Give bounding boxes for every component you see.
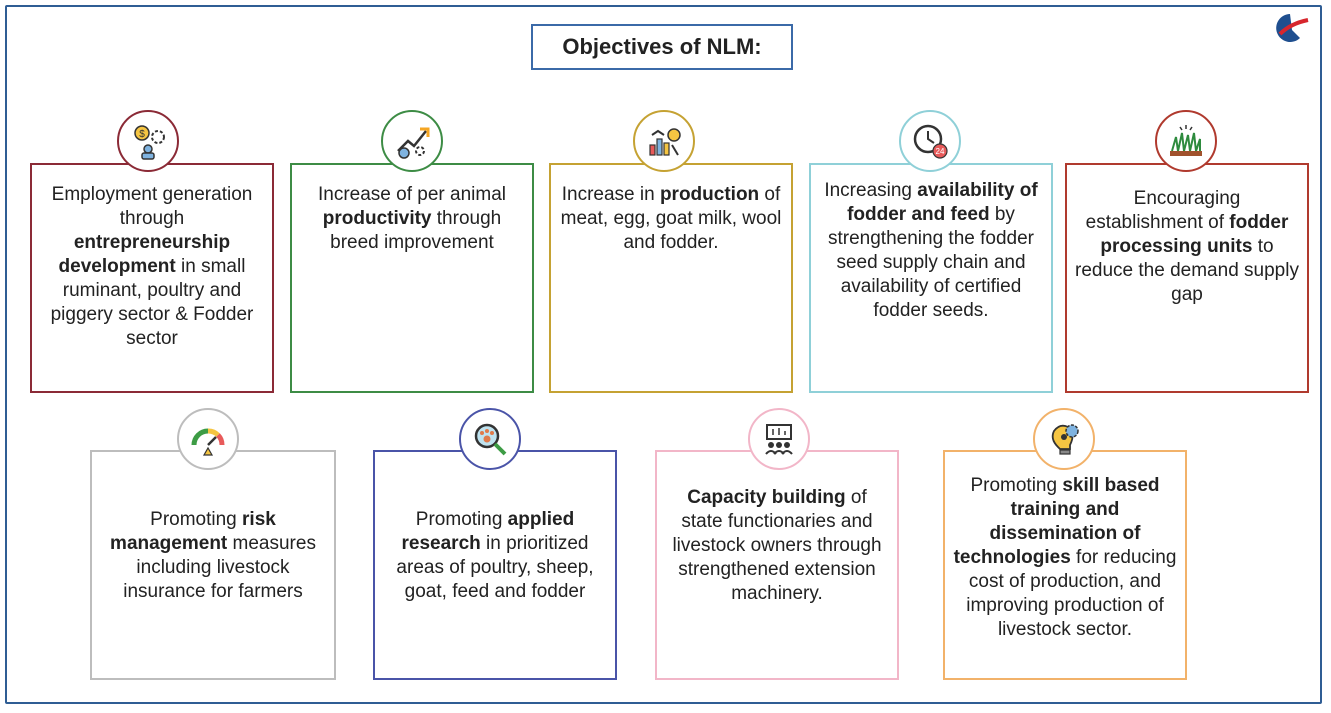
outer-frame — [5, 5, 1322, 704]
page-title: Objectives of NLM: — [531, 24, 793, 70]
bulb-gear-icon — [1033, 408, 1095, 470]
objective-card-1: Employment generation through entreprene… — [30, 163, 274, 393]
training-people-icon — [748, 408, 810, 470]
objective-card-2: Increase of per animal productivity thro… — [290, 163, 534, 393]
objective-text-2: Increase of per animal productivity thro… — [318, 184, 506, 253]
objective-text-4: Increasing availability of fodder and fe… — [824, 180, 1038, 321]
objective-text-6: Promoting risk management measures inclu… — [110, 509, 316, 602]
objective-text-5: Encouraging establishment of fodder proc… — [1075, 188, 1299, 305]
production-chart-icon — [633, 110, 695, 172]
money-gear-person-icon: $ — [117, 110, 179, 172]
objective-text-3: Increase in production of meat, egg, goa… — [560, 184, 782, 253]
objective-card-6: Promoting risk management measures inclu… — [90, 450, 336, 680]
growth-chart-icon — [381, 110, 443, 172]
objective-text-1: Employment generation through entreprene… — [50, 184, 254, 349]
objective-card-5: Encouraging establishment of fodder proc… — [1065, 163, 1309, 393]
objective-text-9: Promoting skill based training and disse… — [953, 475, 1177, 640]
objective-card-3: Increase in production of meat, egg, goa… — [549, 163, 793, 393]
objective-card-9: Promoting skill based training and disse… — [943, 450, 1187, 680]
objective-card-7: Promoting applied research in prioritize… — [373, 450, 617, 680]
brand-logo-icon — [1276, 14, 1309, 42]
objective-text-8: Capacity building of state functionaries… — [672, 487, 882, 604]
objective-card-8: Capacity building of state functionaries… — [655, 450, 899, 680]
paw-magnifier-icon — [459, 408, 521, 470]
clock-24-icon: 24 — [899, 110, 961, 172]
risk-gauge-icon — [177, 408, 239, 470]
grass-icon — [1155, 110, 1217, 172]
svg-text:$: $ — [139, 129, 145, 140]
objective-text-7: Promoting applied research in prioritize… — [396, 509, 594, 602]
svg-text:24: 24 — [936, 147, 945, 156]
objective-card-4: Increasing availability of fodder and fe… — [809, 163, 1053, 393]
